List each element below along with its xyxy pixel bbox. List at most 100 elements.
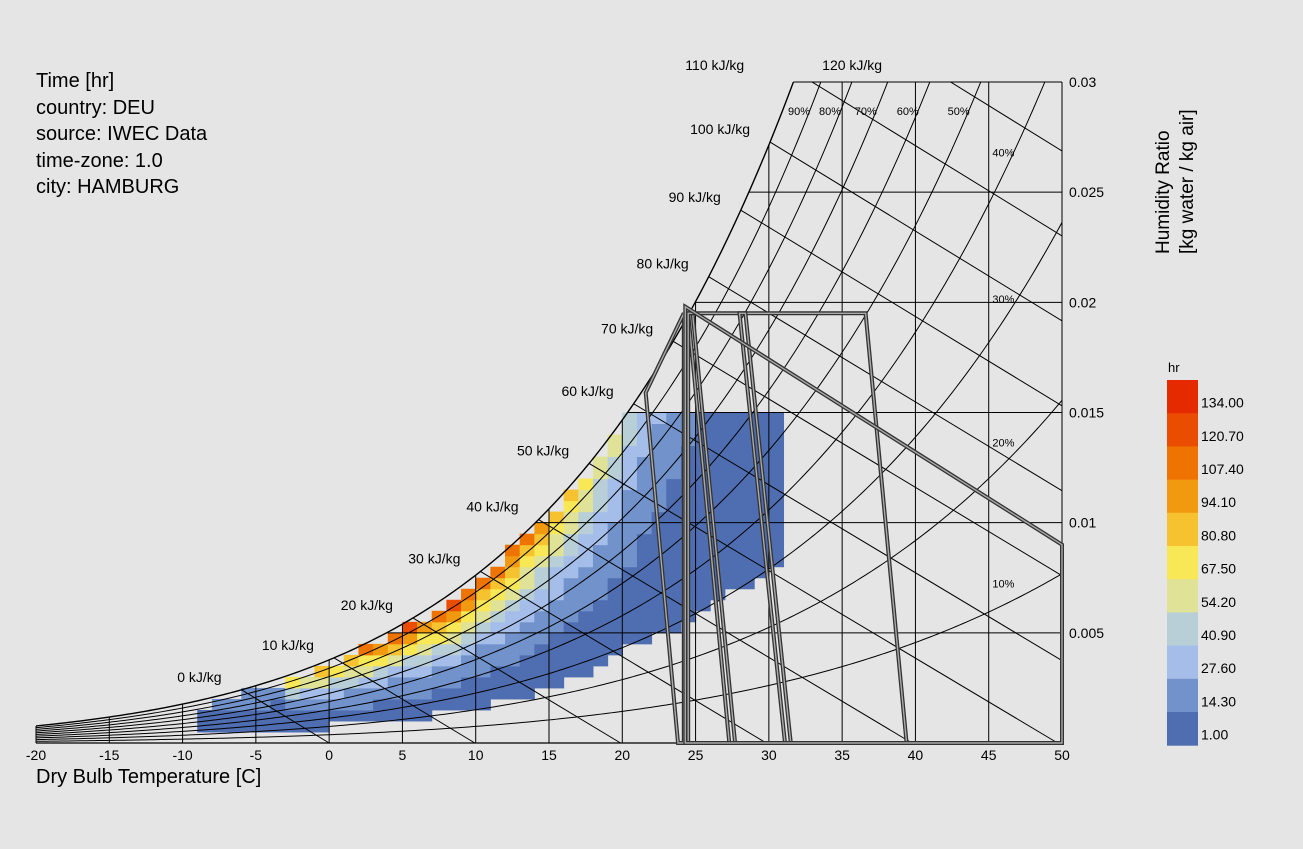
heat-cell bbox=[226, 720, 242, 733]
enthalpy-line-100 bbox=[769, 141, 1062, 322]
heat-cell bbox=[666, 456, 682, 469]
heat-cell bbox=[299, 709, 315, 722]
heat-cell bbox=[329, 709, 345, 722]
heat-cell bbox=[666, 610, 682, 623]
heat-cell bbox=[651, 599, 667, 612]
x-tick-label: 0 bbox=[325, 747, 333, 763]
legend-swatch bbox=[1167, 546, 1198, 580]
heat-cell bbox=[563, 610, 579, 623]
location-info: Time [hr] country: DEU source: IWEC Data… bbox=[36, 68, 207, 201]
heat-cell bbox=[622, 632, 638, 645]
heat-cell bbox=[505, 566, 521, 579]
enthalpy-line-30 bbox=[480, 571, 767, 744]
heat-cell bbox=[563, 632, 579, 645]
heat-cell bbox=[402, 676, 418, 689]
heat-cell bbox=[373, 665, 389, 678]
heat-cell bbox=[519, 632, 535, 645]
heat-cell bbox=[710, 434, 726, 447]
heat-cell bbox=[710, 533, 726, 546]
heat-cell bbox=[578, 643, 594, 656]
heat-cell bbox=[475, 665, 491, 678]
heat-cell bbox=[651, 445, 667, 458]
heat-cell bbox=[739, 412, 755, 425]
heat-cell bbox=[519, 654, 535, 667]
heat-cell bbox=[549, 610, 565, 623]
heat-cell bbox=[710, 456, 726, 469]
heat-cell bbox=[534, 665, 550, 678]
heat-cell bbox=[636, 445, 653, 458]
heat-cell bbox=[768, 478, 785, 491]
heat-cell bbox=[578, 522, 594, 535]
heat-cell bbox=[505, 632, 521, 645]
heat-cell bbox=[578, 621, 594, 634]
heat-cell bbox=[226, 709, 242, 722]
heat-cell bbox=[534, 588, 550, 601]
heat-cell bbox=[592, 610, 609, 623]
heat-cell bbox=[607, 467, 623, 480]
heat-cell bbox=[358, 665, 374, 678]
heat-cell bbox=[695, 489, 711, 502]
heat-cell bbox=[255, 687, 272, 700]
legend-label: 120.70 bbox=[1201, 428, 1244, 444]
heat-cell bbox=[373, 676, 389, 689]
heat-cell bbox=[402, 643, 418, 656]
heat-cell bbox=[695, 555, 711, 568]
rh-line-100 bbox=[36, 82, 795, 727]
heat-cell bbox=[651, 610, 667, 623]
heat-cell bbox=[607, 621, 623, 634]
heat-cell bbox=[534, 610, 550, 623]
heat-cell bbox=[724, 522, 741, 535]
heat-cell bbox=[768, 555, 785, 568]
legend-label: 67.50 bbox=[1201, 561, 1236, 577]
x-axis-ticks: -20 -15 -10 -5 0 5 10 15 20 25 30 35 40 45 50 bbox=[26, 747, 1070, 763]
heat-cell bbox=[666, 555, 682, 568]
heat-cell bbox=[636, 621, 653, 634]
heat-cell bbox=[666, 511, 682, 524]
heat-cell bbox=[739, 544, 755, 557]
heat-cell bbox=[622, 511, 638, 524]
heat-cell bbox=[446, 698, 462, 711]
heat-cell bbox=[592, 577, 609, 590]
legend-label: 27.60 bbox=[1201, 660, 1236, 676]
heat-cell bbox=[710, 489, 726, 502]
heat-cell bbox=[607, 489, 623, 502]
heat-cell bbox=[461, 610, 477, 623]
legend-swatch bbox=[1167, 579, 1198, 613]
heat-cell bbox=[314, 687, 330, 700]
rh-label: 40% bbox=[992, 147, 1014, 159]
enthalpy-line-50 bbox=[588, 462, 1058, 744]
heat-cell bbox=[666, 599, 682, 612]
heat-cell bbox=[710, 445, 726, 458]
heat-cell bbox=[578, 610, 594, 623]
heat-cell bbox=[724, 566, 741, 579]
y-axis-title-line2: [kg water / kg air] bbox=[1177, 109, 1198, 254]
heat-cell bbox=[578, 654, 594, 667]
heat-cell bbox=[549, 555, 565, 568]
heat-cell bbox=[592, 522, 609, 535]
heat-cell bbox=[607, 577, 623, 590]
heat-cell bbox=[490, 665, 506, 678]
x-tick-label: 25 bbox=[688, 747, 704, 763]
heat-cell bbox=[636, 555, 653, 568]
rh-label: 70% bbox=[855, 106, 877, 118]
heat-cell bbox=[343, 676, 359, 689]
rh-label: 30% bbox=[992, 294, 1014, 306]
heat-cell bbox=[651, 500, 667, 513]
y-tick-label: 0.03 bbox=[1069, 74, 1096, 90]
heat-cell bbox=[607, 511, 623, 524]
heat-cell bbox=[578, 533, 594, 546]
heat-cell bbox=[431, 676, 447, 689]
heat-cell bbox=[563, 544, 579, 557]
heat-cell bbox=[622, 423, 638, 436]
heat-cell bbox=[666, 522, 682, 535]
heat-cell bbox=[417, 698, 433, 711]
info-line-city: city: HAMBURG bbox=[36, 176, 180, 198]
heat-cell bbox=[710, 467, 726, 480]
heat-cell bbox=[475, 698, 491, 711]
heat-cell bbox=[724, 423, 741, 436]
heat-cell bbox=[622, 456, 638, 469]
heat-cell bbox=[578, 555, 594, 568]
heat-cell bbox=[490, 610, 506, 623]
legend-title: hr bbox=[1168, 360, 1180, 375]
